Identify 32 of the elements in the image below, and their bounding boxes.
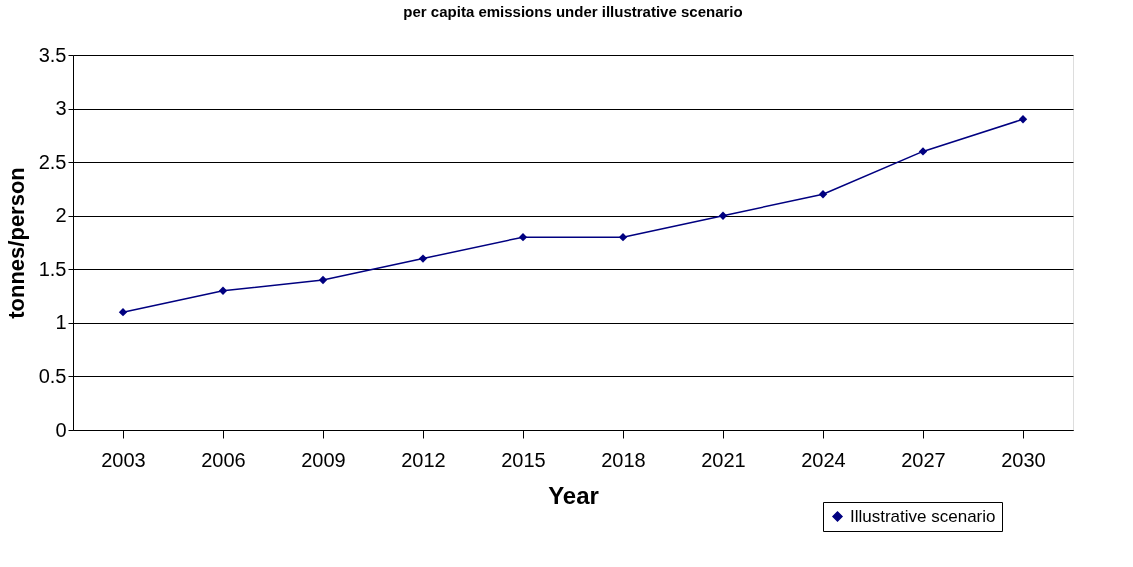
x-tick-label: 2003 [101, 448, 146, 471]
point [318, 275, 328, 285]
y-tick-label: 2.5 [38, 150, 67, 173]
x-tick-label: 2021 [701, 448, 746, 471]
y-tick-label: 0 [55, 418, 67, 441]
y-tick-label: 2 [55, 204, 67, 227]
x-tick-label: 2027 [901, 448, 946, 471]
x-tick-label: 2009 [301, 448, 346, 471]
x-tick-label: 2012 [401, 448, 446, 471]
y-tick-label: 3 [55, 97, 67, 120]
x-axis-title: Year [548, 481, 599, 509]
point [1018, 115, 1028, 124]
x-tick-label: 2015 [501, 448, 546, 471]
y-tick-label: 1 [55, 311, 67, 334]
x-tick-label: 2006 [201, 448, 246, 471]
x-tick-label: 2024 [801, 448, 846, 471]
point [118, 307, 128, 317]
point [418, 254, 428, 263]
y-tick-label: 1.5 [38, 257, 67, 280]
chart-title: per capita emissions under illustrative scenario [403, 3, 743, 20]
x-tick-label: 2030 [1001, 448, 1046, 471]
point [718, 211, 728, 220]
point [518, 232, 528, 242]
y-axis-title: tonnes/person [3, 167, 29, 319]
point [218, 286, 228, 295]
point [918, 147, 928, 156]
x-tick-label: 2018 [601, 448, 646, 471]
legend-label: Illustrative scenario [850, 506, 996, 526]
point [618, 232, 628, 242]
point [818, 190, 828, 199]
y-tick-label: 0.5 [38, 364, 67, 387]
y-tick-label: 3.5 [38, 43, 67, 66]
